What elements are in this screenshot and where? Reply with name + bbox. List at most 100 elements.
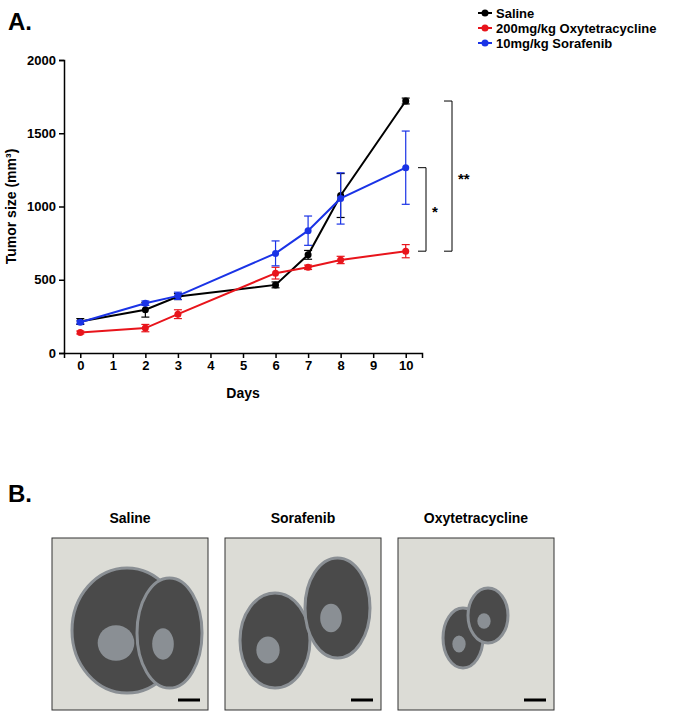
point [402,248,409,255]
x-tick-label: 4 [207,358,215,373]
tissue [305,558,370,658]
error-bar-cap [272,265,280,266]
error-bar [174,310,182,319]
error-bar-cap [402,244,410,245]
x-axis-title: Days [226,385,260,401]
error-bar [304,250,312,259]
y-tick: 1000 [27,199,64,214]
x-tick: 5 [240,353,247,373]
y-tick-mark [59,133,64,135]
image-background [225,538,381,710]
y-tick-mark [59,60,64,62]
y-tick-label: 0 [49,346,56,361]
significance-label: * [432,203,438,220]
significance-bracket [444,101,452,251]
error-bar [272,282,280,288]
series-line [80,251,405,332]
legend-marker [482,25,489,32]
image-panel [398,538,554,710]
error-bar-cap [174,309,182,310]
error-bar-cap [304,215,312,216]
y-tick-label: 2000 [27,53,56,68]
point [402,98,409,105]
error-bar-cap [402,130,410,131]
legend-marker [482,40,489,47]
error-bar-cap [337,172,345,173]
error-bar-cap [304,250,312,251]
figure: A.B.0123456789100500100015002000DaysTumo… [0,0,685,713]
point [174,293,181,300]
tissue-light [152,628,174,659]
error-bar-cap [174,318,182,319]
point [305,264,312,271]
y-tick: 2000 [27,53,64,68]
image-panel [225,538,381,710]
x-tick-label: 7 [305,358,312,373]
legend: Saline200mg/kg Oxytetracycline10mg/kg So… [478,6,656,51]
error-bar [402,131,410,204]
image-background [52,538,208,710]
error-bar-cap [304,245,312,246]
error-bar [174,292,182,299]
legend-item: 200mg/kg Oxytetracycline [478,21,656,36]
series [76,98,409,325]
point [142,325,149,332]
point [337,195,344,202]
x-tick-label: 0 [77,358,84,373]
x-tick: 4 [207,353,215,373]
x-tick: 9 [370,353,377,373]
y-tick-mark [59,206,64,208]
x-tick-label: 5 [240,358,247,373]
plot-marks [76,98,409,336]
point [305,227,312,234]
error-bar-cap [272,240,280,241]
legend-label: 200mg/kg Oxytetracycline [496,21,656,36]
error-bar [141,324,149,331]
error-bar [272,241,280,266]
point [272,270,279,277]
scale-bar [351,699,373,702]
image-background [398,538,554,710]
image-label: Saline [109,510,150,526]
y-tick: 1500 [27,126,64,141]
error-bar-cap [272,278,280,279]
y-axis: 0 500 1000 1500 2000 [27,53,64,361]
series [76,131,409,326]
y-tick-mark [59,353,64,355]
x-tick: 6 [272,353,279,373]
x-tick-label: 10 [399,358,413,373]
x-tick-label: 3 [175,358,182,373]
point [402,164,409,171]
error-bar [402,245,410,258]
y-axis-title: Tumor size (mm³) [3,149,19,265]
x-tick: 2 [142,353,149,373]
legend-item: Saline [478,6,534,21]
legend-marker [482,10,489,17]
point [77,319,84,326]
point [272,250,279,257]
image-label: Oxytetracycline [424,510,528,526]
x-tick-label: 9 [370,358,377,373]
tissue [137,578,202,688]
image-panel [52,538,208,710]
error-bar-cap [402,204,410,205]
y-tick: 0 [49,346,64,361]
tissue [240,593,310,688]
error-bar [402,98,410,104]
legend-label: 10mg/kg Sorafenib [496,36,612,51]
series [76,245,409,336]
panel-label: B. [8,480,32,507]
y-tick-label: 500 [34,272,56,287]
error-bar-cap [402,257,410,258]
error-bar-cap [141,317,149,318]
point [142,300,149,307]
error-bar [337,173,345,224]
point [337,256,344,263]
scale-bar [178,699,200,702]
error-bar-cap [304,259,312,260]
legend-label: Saline [496,6,534,21]
legend-item: 10mg/kg Sorafenib [478,36,612,51]
x-tick-label: 2 [142,358,149,373]
point [272,281,279,288]
tissue-light [98,625,135,661]
